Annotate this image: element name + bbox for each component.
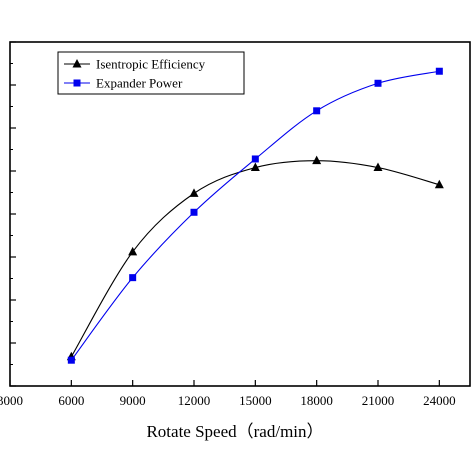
data-point bbox=[374, 79, 382, 87]
data-point bbox=[434, 179, 444, 189]
data-point bbox=[313, 107, 321, 115]
data-point bbox=[250, 162, 260, 172]
legend-marker bbox=[73, 79, 81, 87]
legend: Isentropic Efficiency Expander Power bbox=[57, 51, 245, 95]
x-tick-label: 12000 bbox=[178, 393, 211, 408]
data-point bbox=[67, 356, 75, 364]
data-point bbox=[251, 155, 259, 163]
legend-label: Isentropic Efficiency bbox=[96, 57, 206, 72]
x-tick-label: 9000 bbox=[120, 393, 146, 408]
legend-entry: Isentropic Efficiency bbox=[64, 57, 206, 72]
data-point bbox=[128, 246, 138, 256]
series-line bbox=[70, 160, 440, 358]
series-1 bbox=[66, 155, 444, 361]
x-tick-label: 3000 bbox=[0, 393, 23, 408]
x-axis-ticks bbox=[9, 380, 440, 386]
series-2 bbox=[67, 67, 443, 364]
x-axis-tick-labels: 3000 6000 9000 12000 15000 18000 21000 24000 bbox=[0, 393, 456, 408]
series-line bbox=[70, 70, 440, 361]
y-axis-ticks bbox=[10, 41, 16, 387]
x-axis-label: Rotate Speed（rad/min） bbox=[146, 422, 323, 441]
x-tick-label: 15000 bbox=[239, 393, 272, 408]
data-point bbox=[189, 188, 199, 197]
data-point bbox=[190, 208, 198, 216]
legend-label: Expander Power bbox=[96, 76, 183, 91]
x-tick-label: 18000 bbox=[300, 393, 333, 408]
data-point bbox=[129, 274, 137, 282]
legend-entry: Expander Power bbox=[64, 76, 183, 91]
legend-box bbox=[57, 51, 245, 95]
x-tick-label: 21000 bbox=[362, 393, 395, 408]
legend-entries: Isentropic Efficiency Expander Power bbox=[64, 57, 206, 91]
series-layer bbox=[66, 67, 444, 364]
data-point bbox=[312, 155, 322, 165]
legend-marker bbox=[72, 59, 82, 68]
x-tick-label: 24000 bbox=[423, 393, 456, 408]
data-point bbox=[373, 162, 383, 172]
data-point bbox=[435, 67, 443, 75]
x-tick-label: 6000 bbox=[58, 393, 84, 408]
